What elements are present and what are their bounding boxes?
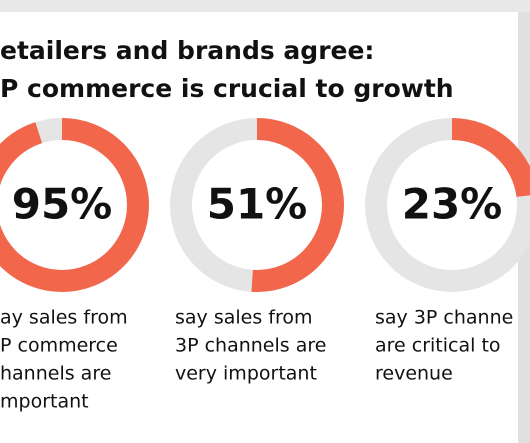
caption-line: 3P channels are — [175, 335, 326, 357]
card — [0, 12, 520, 443]
donut-arc — [170, 118, 344, 292]
caption-line: hannels are — [0, 363, 111, 385]
caption-line: P commerce — [0, 335, 118, 357]
title-line: etailers and brands agree: — [0, 36, 374, 65]
value-label: 95% — [12, 180, 113, 229]
caption-line: say 3P channe — [375, 307, 513, 329]
value-label: 23% — [402, 180, 503, 229]
donut-arc — [0, 118, 149, 292]
title-line: P commerce is crucial to growth — [0, 74, 454, 103]
caption-line: ay sales from — [0, 307, 128, 329]
caption-line: are critical to — [375, 335, 501, 357]
caption-line: say sales from — [175, 307, 313, 329]
caption-line: mportant — [0, 391, 89, 413]
caption-line: revenue — [375, 363, 453, 385]
donut-arc — [365, 118, 530, 292]
value-label: 51% — [207, 180, 308, 229]
caption-line: very important — [175, 363, 317, 385]
